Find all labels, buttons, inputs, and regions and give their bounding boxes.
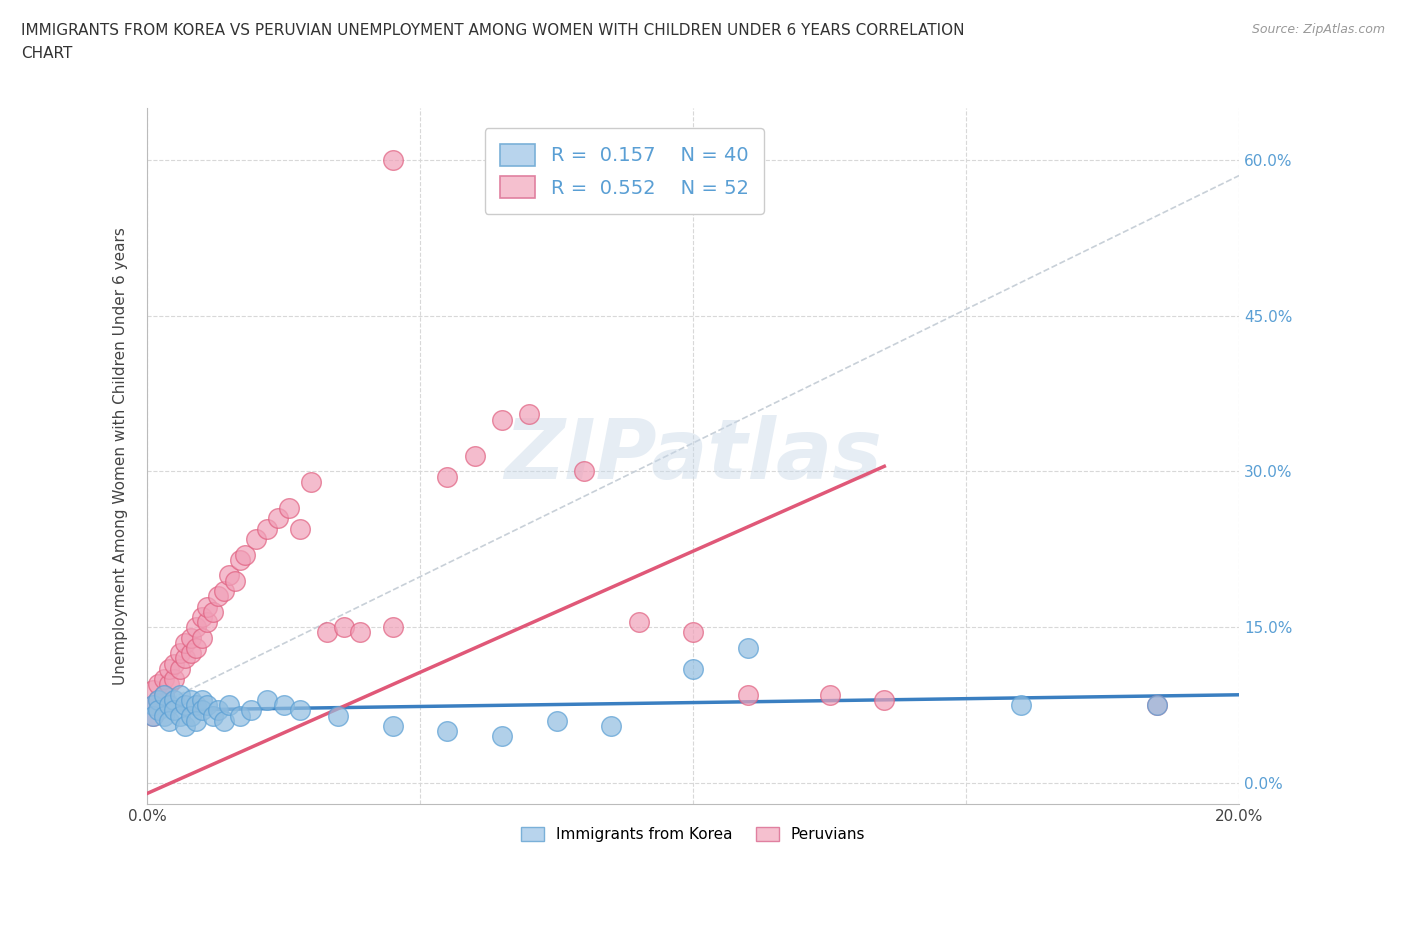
Point <box>278 500 301 515</box>
Text: ZIPatlas: ZIPatlas <box>505 416 882 497</box>
Point <box>229 708 252 723</box>
Point <box>146 677 169 692</box>
Point <box>174 719 197 734</box>
Point <box>152 687 174 702</box>
Point <box>191 703 214 718</box>
Point <box>737 641 759 656</box>
Point <box>146 703 169 718</box>
Legend: Immigrants from Korea, Peruvians: Immigrants from Korea, Peruvians <box>515 821 872 848</box>
Point <box>195 599 218 614</box>
Point <box>256 693 278 708</box>
Point <box>818 687 841 702</box>
Point <box>163 693 186 708</box>
Point <box>572 464 595 479</box>
Point <box>142 698 165 712</box>
Point <box>1146 698 1168 712</box>
Point <box>332 619 354 634</box>
Point <box>186 713 208 728</box>
Text: CHART: CHART <box>21 46 73 61</box>
Point <box>1146 698 1168 712</box>
Point <box>256 521 278 536</box>
Point <box>195 615 218 630</box>
Point <box>191 609 214 624</box>
Point <box>224 573 246 588</box>
Point <box>235 547 257 562</box>
Point <box>519 407 541 422</box>
Point <box>873 693 896 708</box>
Point <box>229 552 252 567</box>
Point <box>186 698 208 712</box>
Point <box>436 724 458 738</box>
Point <box>142 682 165 697</box>
Point <box>1010 698 1032 712</box>
Point <box>600 719 623 734</box>
Point <box>169 708 191 723</box>
Point <box>157 698 180 712</box>
Point <box>186 619 208 634</box>
Point <box>491 729 513 744</box>
Point <box>207 589 229 604</box>
Point <box>381 153 404 167</box>
Point <box>207 703 229 718</box>
Point <box>212 713 235 728</box>
Point <box>191 631 214 645</box>
Point <box>146 693 169 708</box>
Point <box>163 703 186 718</box>
Point <box>267 511 290 525</box>
Point <box>218 698 240 712</box>
Point <box>169 661 191 676</box>
Point <box>328 708 350 723</box>
Point <box>195 698 218 712</box>
Point <box>142 698 165 712</box>
Point <box>163 671 186 686</box>
Point <box>218 568 240 583</box>
Point <box>152 687 174 702</box>
Point <box>682 625 704 640</box>
Point <box>349 625 371 640</box>
Point <box>152 671 174 686</box>
Point <box>180 645 202 660</box>
Point <box>464 448 486 463</box>
Point <box>245 532 267 547</box>
Point <box>299 474 322 489</box>
Point <box>288 703 311 718</box>
Point <box>316 625 339 640</box>
Point <box>288 521 311 536</box>
Point <box>273 698 295 712</box>
Point <box>212 583 235 598</box>
Point <box>180 708 202 723</box>
Point <box>191 693 214 708</box>
Point <box>142 708 165 723</box>
Point <box>169 687 191 702</box>
Point <box>627 615 650 630</box>
Point <box>239 703 262 718</box>
Point <box>142 708 165 723</box>
Point <box>174 651 197 666</box>
Text: Source: ZipAtlas.com: Source: ZipAtlas.com <box>1251 23 1385 36</box>
Point <box>169 645 191 660</box>
Point <box>174 698 197 712</box>
Point <box>546 713 568 728</box>
Point <box>436 470 458 485</box>
Y-axis label: Unemployment Among Women with Children Under 6 years: Unemployment Among Women with Children U… <box>114 227 128 684</box>
Point <box>180 631 202 645</box>
Point <box>157 661 180 676</box>
Point <box>146 693 169 708</box>
Point <box>682 661 704 676</box>
Point <box>491 412 513 427</box>
Point <box>186 641 208 656</box>
Point <box>174 635 197 650</box>
Point <box>180 693 202 708</box>
Point <box>737 687 759 702</box>
Text: IMMIGRANTS FROM KOREA VS PERUVIAN UNEMPLOYMENT AMONG WOMEN WITH CHILDREN UNDER 6: IMMIGRANTS FROM KOREA VS PERUVIAN UNEMPL… <box>21 23 965 38</box>
Point <box>381 619 404 634</box>
Point <box>157 677 180 692</box>
Point <box>381 719 404 734</box>
Point <box>163 657 186 671</box>
Point <box>201 708 224 723</box>
Point <box>201 604 224 619</box>
Point <box>152 708 174 723</box>
Point <box>157 713 180 728</box>
